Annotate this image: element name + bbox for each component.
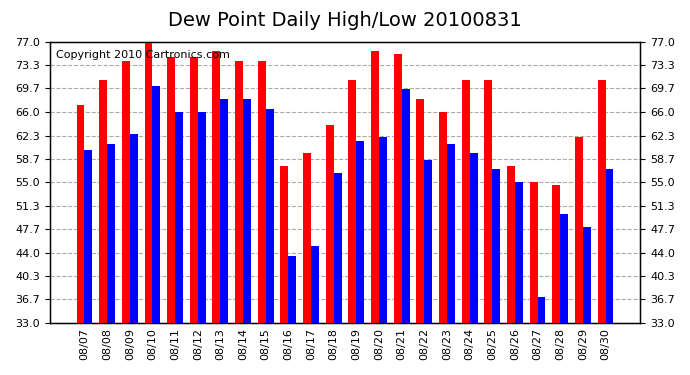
Bar: [198, 112, 206, 375]
Bar: [77, 105, 84, 375]
Bar: [334, 172, 342, 375]
Bar: [538, 297, 546, 375]
Bar: [462, 80, 470, 375]
Bar: [266, 109, 274, 375]
Bar: [235, 61, 243, 375]
Bar: [326, 124, 334, 375]
Bar: [515, 182, 523, 375]
Bar: [371, 51, 379, 375]
Bar: [583, 227, 591, 375]
Bar: [303, 153, 311, 375]
Bar: [122, 61, 130, 375]
Bar: [507, 166, 515, 375]
Bar: [152, 86, 160, 375]
Bar: [167, 57, 175, 375]
Bar: [530, 182, 538, 375]
Bar: [402, 90, 410, 375]
Bar: [144, 38, 152, 375]
Bar: [311, 246, 319, 375]
Bar: [348, 80, 356, 375]
Bar: [220, 99, 228, 375]
Bar: [175, 112, 183, 375]
Bar: [130, 134, 138, 375]
Bar: [288, 256, 296, 375]
Bar: [575, 138, 583, 375]
Bar: [447, 144, 455, 375]
Bar: [190, 57, 198, 375]
Bar: [492, 170, 500, 375]
Bar: [439, 112, 447, 375]
Bar: [258, 61, 266, 375]
Text: Copyright 2010 Cartronics.com: Copyright 2010 Cartronics.com: [56, 50, 230, 60]
Bar: [99, 80, 107, 375]
Bar: [84, 150, 92, 375]
Bar: [280, 166, 288, 375]
Bar: [107, 144, 115, 375]
Bar: [598, 80, 606, 375]
Bar: [416, 99, 424, 375]
Bar: [379, 138, 387, 375]
Bar: [560, 214, 568, 375]
Bar: [394, 54, 402, 375]
Bar: [484, 80, 492, 375]
Bar: [552, 186, 560, 375]
Bar: [424, 160, 432, 375]
Bar: [356, 141, 364, 375]
Bar: [213, 51, 220, 375]
Bar: [606, 170, 613, 375]
Bar: [243, 99, 251, 375]
Text: Dew Point Daily High/Low 20100831: Dew Point Daily High/Low 20100831: [168, 11, 522, 30]
Bar: [470, 153, 477, 375]
